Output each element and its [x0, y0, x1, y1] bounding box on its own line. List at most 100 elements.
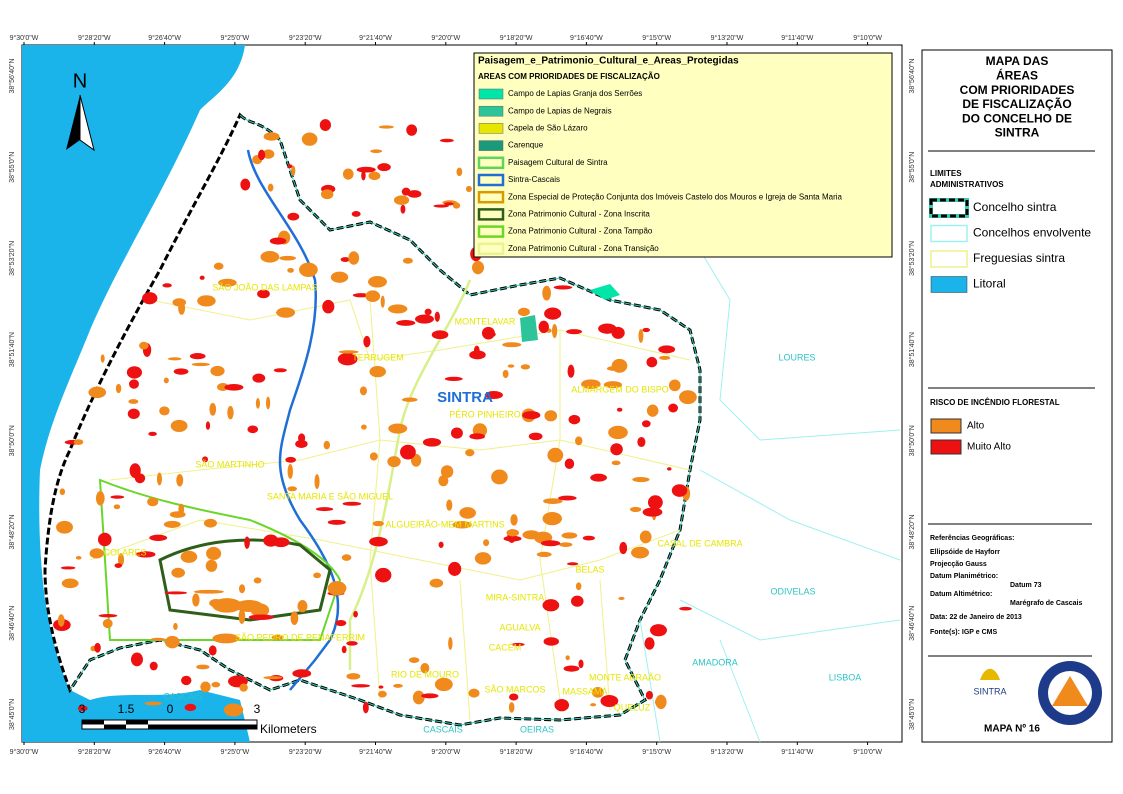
risk-area [240, 178, 251, 191]
place-label: LOURES [778, 352, 815, 362]
risk-area [415, 314, 434, 324]
risk-area [474, 552, 492, 565]
longitude-label: 9°28'20"W [78, 34, 111, 42]
scale-label: 0 [167, 702, 174, 716]
risk-area [452, 521, 472, 529]
longitude-label: 9°11'40"W [781, 34, 814, 42]
legend-swatch [477, 190, 505, 204]
risk-area [567, 364, 575, 378]
risk-area [218, 278, 237, 287]
place-label: SÃO JOÃO DAS LAMPAS [212, 282, 317, 292]
legend-label: Zona Especial de Proteção Conjunta dos I… [508, 192, 843, 201]
risk-area [433, 204, 449, 208]
risk-area [543, 637, 560, 646]
risk-area [420, 662, 430, 674]
risk-area [507, 364, 515, 368]
risk-area [239, 683, 248, 692]
north-label: N [73, 70, 87, 92]
longitude-label: 9°11'40"W [781, 748, 814, 756]
latitude-label: 38°51'40"N [908, 332, 916, 367]
risk-area [199, 275, 205, 280]
risk-area [679, 390, 697, 405]
scale-label: 3 [254, 702, 261, 716]
risk-area [128, 399, 139, 404]
risk-area [377, 163, 391, 172]
longitude-label: 9°20'0"W [431, 748, 460, 756]
panel-title: SINTRA [995, 126, 1040, 140]
latitude-label: 38°45'0"N [908, 699, 916, 730]
latitude-label: 38°46'40"N [8, 606, 16, 641]
risk-area [544, 307, 562, 320]
risk-area [139, 341, 149, 350]
risk-area [465, 185, 472, 193]
risk-area [659, 355, 671, 360]
risk-area [113, 504, 121, 510]
risk-area [275, 310, 291, 315]
risk-area [510, 514, 518, 526]
longitude-label: 9°30'0"W [10, 34, 39, 42]
risk-area [205, 559, 218, 572]
risk-area [196, 664, 210, 670]
risk-area [412, 690, 425, 705]
risk-area [299, 262, 318, 277]
longitude-label: 9°16'40"W [570, 34, 603, 42]
risk-area [469, 433, 485, 440]
reference-text: Datum 73 [1010, 582, 1042, 589]
risk-area [434, 677, 453, 692]
risk-area [564, 458, 575, 470]
legend-swatch [478, 140, 504, 151]
zona-inscrita [158, 538, 332, 622]
north-arrow: N [66, 70, 95, 152]
risk-area [61, 578, 79, 589]
risk-area [203, 518, 217, 528]
risk-area [247, 425, 259, 434]
risk-area [631, 546, 650, 559]
risk-area [375, 567, 392, 583]
risk-area [346, 673, 361, 680]
place-label: RIO DE MOURO [391, 669, 459, 679]
risk-area [173, 622, 178, 631]
risk-area [263, 132, 280, 141]
risk-area [73, 439, 84, 445]
risk-area [434, 311, 440, 322]
place-label: SINTRA [437, 389, 493, 406]
risk-area [359, 386, 367, 396]
place-label: CASCAIS [423, 724, 463, 734]
place-label: COLARES [103, 547, 146, 557]
legend-swatch [477, 225, 505, 238]
risk-area [315, 507, 334, 512]
risk-area [189, 353, 206, 360]
risk-area [59, 488, 66, 496]
risk-area [598, 323, 617, 334]
risk-area [144, 701, 162, 706]
risk-area [658, 345, 676, 354]
latitude-label: 38°50'0"N [908, 425, 916, 456]
risk-area [351, 684, 371, 688]
longitude-label: 9°30'0"W [10, 748, 39, 756]
risk-area [77, 705, 88, 712]
panel-title: MAPA DAS [986, 54, 1049, 68]
risk-area [341, 554, 352, 561]
risk-area [667, 467, 672, 471]
latitude-label: 38°53'20"N [908, 241, 916, 276]
risk-area [338, 350, 359, 354]
risk-area [544, 410, 558, 422]
risk-area [611, 460, 621, 466]
risk-area [156, 472, 162, 486]
risk-area [323, 440, 330, 450]
risk-area [563, 665, 580, 672]
risk-area [147, 497, 159, 507]
risk-area [98, 614, 118, 618]
risk-area [327, 581, 347, 596]
risk-area [465, 449, 475, 457]
risk-area [266, 396, 271, 410]
reference-text: Referências Geográficas: [930, 535, 1014, 542]
place-label: SÃO MARCOS [484, 684, 545, 694]
risk-area [292, 669, 312, 678]
risk-area [444, 202, 454, 206]
concelho-boundary-inner [69, 114, 701, 726]
risk-area [341, 645, 347, 654]
longitude-label: 9°25'0"W [220, 748, 249, 756]
negrais [520, 315, 538, 342]
risk-area [149, 534, 168, 541]
